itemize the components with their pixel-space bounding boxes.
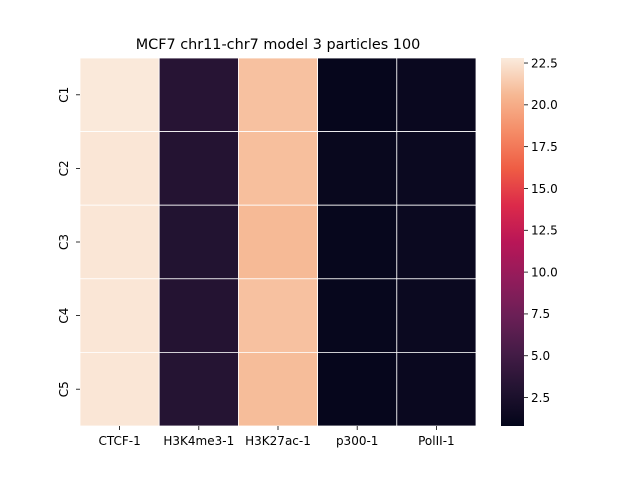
heatmap-cell	[237, 278, 318, 353]
chart-title: MCF7 chr11-chr7 model 3 particles 100	[136, 37, 421, 53]
colorbar-tick-label: 12.5	[531, 224, 558, 238]
heatmap-cell	[396, 278, 477, 353]
heatmap-cell	[317, 351, 398, 427]
colorbar-tick-label: 17.5	[531, 140, 558, 154]
heatmap-cell	[79, 57, 160, 132]
heatmap-cell	[396, 57, 477, 132]
x-tick-label: CTCF-1	[98, 434, 140, 448]
x-axis: CTCF-1 H3K4me3-1 H3K27ac-1 p300-1 PolII-1	[98, 426, 455, 448]
colorbar-tick-label: 15.0	[531, 182, 558, 196]
heatmap-cell	[317, 131, 398, 206]
heatmap-cell	[158, 57, 239, 132]
colorbar-tick-label: 22.5	[531, 56, 558, 70]
y-tick-label: C4	[57, 308, 71, 324]
heatmap-cell	[237, 204, 318, 280]
colorbar-axis: 2.5 5.0 7.5 10.0 12.5 15.0 17.5 20.0 22.5	[524, 56, 558, 405]
heatmap-cell	[79, 204, 160, 280]
y-tick-label: C1	[57, 87, 71, 103]
y-axis: C1 C2 C3 C4 C5	[57, 87, 80, 397]
heatmap-cell	[79, 351, 160, 427]
x-tick-label: p300-1	[336, 434, 379, 448]
colorbar-tick-label: 2.5	[531, 391, 550, 405]
colorbar-tick-label: 7.5	[531, 307, 550, 321]
heatmap-cell	[396, 351, 477, 427]
y-tick-label: C3	[57, 234, 71, 250]
colorbar	[501, 58, 524, 426]
heatmap-cell	[396, 131, 477, 206]
x-tick-label: H3K27ac-1	[245, 434, 311, 448]
heatmap-cell	[79, 131, 160, 206]
heatmap-cell	[317, 204, 398, 280]
heatmap-cell	[237, 351, 318, 427]
heatmap-cell	[158, 204, 239, 280]
colorbar-tick-label: 10.0	[531, 265, 558, 279]
y-tick-label: C5	[57, 381, 71, 397]
y-tick-label: C2	[57, 160, 71, 176]
heatmap-cell	[237, 57, 318, 132]
heatmap-cells	[79, 57, 477, 427]
x-tick-label: H3K4me3-1	[163, 434, 234, 448]
heatmap-cell	[158, 131, 239, 206]
heatmap-cell	[79, 278, 160, 353]
x-tick-label: PolII-1	[418, 434, 455, 448]
heatmap-cell	[317, 278, 398, 353]
heatmap-cell	[158, 351, 239, 427]
heatmap-cell	[158, 278, 239, 353]
heatmap-cell	[396, 204, 477, 280]
colorbar-tick-label: 20.0	[531, 98, 558, 112]
heatmap-cell	[317, 57, 398, 132]
heatmap-cell	[237, 131, 318, 206]
colorbar-tick-label: 5.0	[531, 349, 550, 363]
